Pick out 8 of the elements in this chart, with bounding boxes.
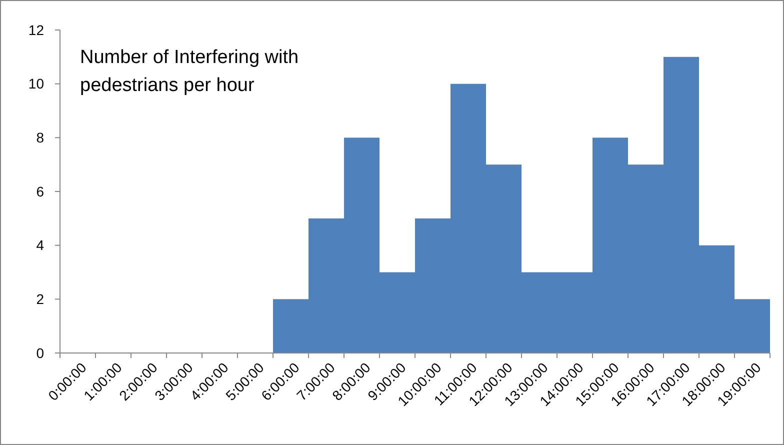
y-tick-label: 6 (36, 183, 44, 200)
text: Number of Interfering with pedestrians per hour (80, 47, 299, 96)
y-tick-label: 10 (28, 76, 44, 92)
y-tick-label: 4 (36, 237, 44, 254)
y-tick-label: 12 (28, 22, 44, 38)
y-tick-label: 0 (36, 344, 44, 361)
y-tick-label: 2 (36, 291, 44, 308)
y-tick-label: 8 (36, 130, 44, 146)
